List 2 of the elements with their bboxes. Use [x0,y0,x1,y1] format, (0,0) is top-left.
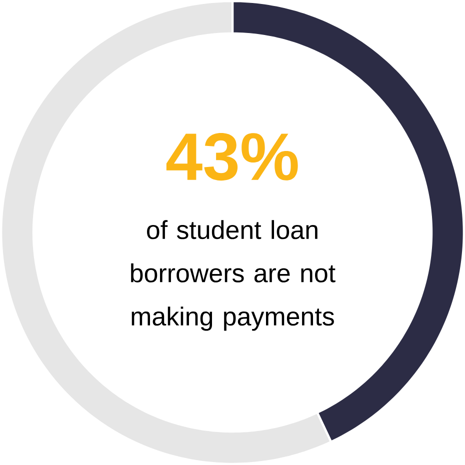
data-label: 43% [166,133,298,181]
text: of student loan borrowers are not making payments [131,220,336,331]
